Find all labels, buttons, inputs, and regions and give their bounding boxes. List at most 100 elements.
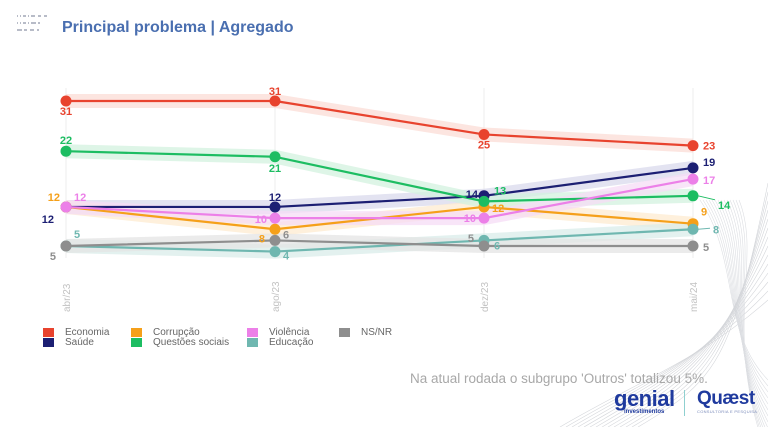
data-label: 13	[494, 185, 506, 197]
legend-label: Questões sociais	[153, 337, 230, 348]
legend-swatch	[131, 328, 142, 337]
decorative-wave-line	[577, 272, 768, 427]
point-questoes-sociais	[478, 195, 490, 207]
data-label: 12	[74, 192, 86, 204]
decorative-wave-line	[717, 199, 768, 417]
x-axis-ticks: abr/23 ago/23 dez/23 mai/24	[62, 281, 700, 312]
point-economia	[269, 95, 281, 107]
data-label: 23	[703, 141, 715, 153]
point-educacao	[269, 246, 281, 258]
legend-swatch	[131, 338, 142, 347]
decorative-wave-line	[637, 182, 768, 427]
data-label: 31	[60, 106, 72, 118]
data-label: 22	[60, 135, 72, 147]
quaest-logo-text: Quæst	[697, 388, 755, 409]
decorative-wave-line	[705, 199, 768, 393]
line-economia	[66, 99, 694, 147]
legend-swatch	[247, 338, 258, 347]
data-label: 12	[269, 192, 281, 204]
point-economia	[687, 140, 699, 152]
legend-item: NS/NR	[339, 327, 392, 338]
band-saude	[66, 160, 693, 214]
point-violencia	[269, 212, 281, 224]
legend-swatch	[247, 328, 258, 337]
data-label: 12	[48, 192, 60, 204]
point-ns-nr	[687, 240, 699, 252]
legend-swatch	[43, 338, 54, 347]
x-tick-label: abr/23	[62, 283, 73, 312]
point-ns-nr	[269, 234, 281, 246]
legend-label: Violência	[269, 327, 310, 338]
legend-label: Educação	[269, 337, 314, 348]
point-questoes-sociais	[269, 151, 281, 163]
decorative-wave-line	[601, 236, 768, 427]
legend-item: Questões sociais	[131, 337, 229, 348]
point-violencia	[478, 212, 490, 224]
point-violencia	[687, 173, 699, 185]
line-violencia	[65, 177, 694, 220]
point-violencia	[60, 201, 72, 213]
legend-label: Saúde	[65, 337, 94, 348]
point-questoes-sociais	[687, 190, 699, 202]
genial-logo: genial investimentos	[614, 386, 675, 416]
footnote: Na atual rodada o subgrupo 'Outros' tota…	[410, 371, 708, 386]
series-lines	[65, 99, 694, 253]
quaest-logo: Quæst CONSULTORIA E PESQUISA	[697, 389, 757, 415]
point-ns-nr	[478, 240, 490, 252]
decorative-binary-pattern	[17, 15, 47, 31]
decorative-wave-line	[708, 199, 768, 399]
decorative-wave-line	[714, 199, 768, 411]
decorative-wave-line	[613, 218, 768, 427]
x-tick-label: mai/24	[689, 282, 700, 312]
data-label: 17	[703, 175, 715, 187]
data-label: 8	[259, 233, 265, 245]
decorative-wave-line	[735, 199, 760, 427]
data-label: 5	[50, 251, 56, 263]
decorative-wave-line	[625, 200, 768, 427]
decorative-wave-line	[607, 227, 768, 427]
genial-logo-text: genial	[614, 386, 675, 411]
legend-item: Saúde	[43, 337, 94, 348]
genial-logo-subtext: investimentos	[624, 409, 665, 415]
legend-item: Educação	[247, 337, 313, 348]
decorative-wave-line	[729, 199, 764, 427]
decorative-wave-line	[589, 254, 768, 427]
band-economia	[66, 94, 693, 153]
page-title: Principal problema | Agregado	[62, 19, 294, 36]
data-label: 21	[269, 163, 281, 175]
point-economia	[478, 128, 490, 140]
data-label: 6	[283, 229, 289, 241]
legend-item: Violência	[247, 327, 309, 338]
series-points	[60, 95, 699, 258]
data-label: 9	[701, 207, 707, 219]
decorative-wave-line	[738, 199, 759, 427]
point-saude	[269, 201, 281, 213]
x-tick-label: ago/23	[271, 281, 282, 312]
decorative-wave-line	[732, 199, 762, 427]
label-connector	[697, 195, 716, 201]
data-label: 10	[255, 214, 267, 226]
legend-swatch	[339, 328, 350, 337]
legend-swatch	[43, 328, 54, 337]
decorative-wave-line	[619, 209, 768, 427]
legend-item: Corrupção	[131, 327, 200, 338]
data-label: 10	[464, 213, 476, 225]
data-label: 31	[269, 86, 281, 98]
legend-label: Economia	[65, 327, 110, 338]
line-educacao	[65, 228, 694, 253]
line-saude	[66, 166, 694, 209]
data-label: 6	[494, 240, 500, 252]
point-economia	[60, 95, 72, 107]
data-label: 19	[703, 157, 715, 169]
data-label: 14	[466, 189, 479, 201]
quaest-logo-subtext: CONSULTORIA E PESQUISA	[697, 409, 758, 414]
data-label: 12	[492, 203, 504, 215]
data-label: 4	[283, 251, 290, 263]
data-label: 12	[42, 214, 54, 226]
point-ns-nr	[60, 240, 72, 252]
data-label: 25	[478, 139, 490, 151]
data-label: 8	[713, 224, 719, 236]
legend-label: NS/NR	[361, 327, 393, 338]
